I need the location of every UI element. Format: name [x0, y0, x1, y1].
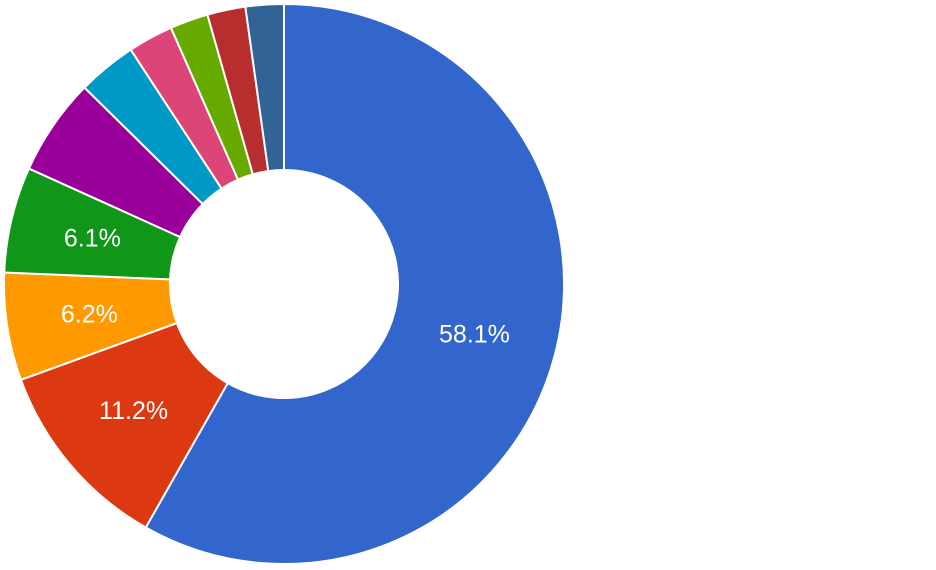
- slice-label-1: 11.2%: [99, 397, 168, 425]
- donut-chart: 58.1% 11.2% 6.2% 6.1%: [3, 2, 565, 565]
- slice-9[interactable]: [244, 2, 285, 173]
- slice-1[interactable]: [19, 321, 230, 529]
- slice-label-3: 6.1%: [64, 225, 121, 253]
- slice-label-2: 6.2%: [61, 300, 118, 328]
- slice-label-0: 58.1%: [439, 320, 510, 348]
- slice-0[interactable]: [144, 2, 565, 565]
